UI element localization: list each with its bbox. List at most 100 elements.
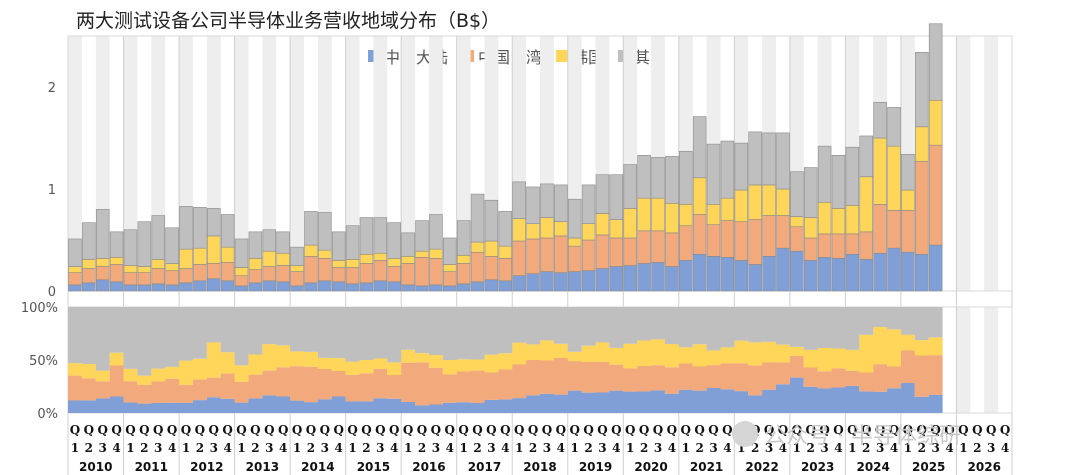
quarter-label-number: 4 bbox=[890, 441, 898, 455]
quarter-label-letter: Q bbox=[403, 423, 413, 437]
bar-segment bbox=[359, 253, 374, 264]
quarter-label-number: 1 bbox=[126, 441, 134, 455]
quarter-label-number: 3 bbox=[432, 441, 440, 455]
bar-segment bbox=[595, 268, 610, 292]
band-bottom bbox=[956, 307, 971, 413]
bar-segment bbox=[526, 223, 540, 240]
bar-segment bbox=[151, 215, 165, 260]
bar-segment bbox=[82, 268, 96, 284]
bar-segment bbox=[512, 275, 526, 292]
quarter-label-number: 2 bbox=[751, 441, 759, 455]
bar-segment bbox=[901, 210, 915, 253]
quarter-label-letter: Q bbox=[861, 423, 871, 437]
band-top bbox=[956, 36, 971, 291]
quarter-label-letter: Q bbox=[875, 423, 885, 437]
bar-segment bbox=[304, 211, 318, 246]
bar-segment bbox=[526, 273, 540, 292]
year-label: 2015 bbox=[357, 460, 390, 474]
watermark: 公众号 · 半导体综研 bbox=[732, 418, 961, 450]
year-label: 2011 bbox=[135, 460, 168, 474]
bar-segment bbox=[415, 285, 429, 292]
quarter-label-number: 1 bbox=[237, 441, 245, 455]
bar-segment bbox=[887, 247, 901, 292]
bar-segment bbox=[304, 256, 318, 284]
bar-segment bbox=[762, 184, 776, 216]
quarter-label-letter: Q bbox=[500, 423, 510, 437]
quarter-label-number: 3 bbox=[487, 441, 495, 455]
bar-segment bbox=[873, 252, 887, 292]
quarter-label-number: 3 bbox=[321, 441, 329, 455]
quarter-label-letter: Q bbox=[847, 423, 857, 437]
quarter-label-letter: Q bbox=[111, 423, 121, 437]
quarter-label-number: 3 bbox=[709, 441, 717, 455]
year-label: 2023 bbox=[801, 460, 834, 474]
quarter-label-letter: Q bbox=[278, 423, 288, 437]
quarter-label-letter: Q bbox=[944, 423, 954, 437]
y-tick-label-bottom: 0% bbox=[37, 407, 58, 422]
bar-segment bbox=[331, 267, 346, 283]
bar-segment bbox=[817, 145, 832, 203]
year-label: 2012 bbox=[190, 460, 223, 474]
quarter-label-letter: Q bbox=[833, 423, 843, 437]
quarter-label-number: 4 bbox=[168, 441, 176, 455]
quarter-label-number: 1 bbox=[71, 441, 79, 455]
quarter-label-letter: Q bbox=[722, 423, 732, 437]
bar-segment bbox=[540, 271, 554, 292]
bar-segment bbox=[817, 257, 832, 292]
bar-segment bbox=[859, 135, 873, 178]
bar-segment bbox=[387, 258, 401, 267]
quarter-label-letter: Q bbox=[445, 423, 455, 437]
bar-segment bbox=[331, 260, 346, 268]
bar-segment bbox=[470, 251, 485, 283]
quarter-label-letter: Q bbox=[125, 423, 135, 437]
quarter-label-letter: Q bbox=[153, 423, 163, 437]
quarter-label-letter: Q bbox=[375, 423, 385, 437]
quarter-label-letter: Q bbox=[209, 423, 219, 437]
quarter-label-number: 3 bbox=[654, 441, 662, 455]
bar-segment bbox=[207, 263, 221, 280]
bar-segment bbox=[720, 197, 735, 221]
bar-segment bbox=[665, 232, 679, 267]
bar-segment bbox=[179, 268, 193, 284]
bar-segment bbox=[679, 260, 693, 292]
bar-segment bbox=[234, 275, 249, 287]
bar-segment bbox=[276, 231, 290, 254]
quarter-label-number: 2 bbox=[584, 441, 592, 455]
bar-segment bbox=[415, 220, 429, 252]
bar-segment bbox=[567, 237, 582, 247]
bar-segment bbox=[651, 230, 665, 263]
bar-segment bbox=[401, 232, 415, 257]
bar-segment bbox=[193, 247, 207, 265]
bar-segment bbox=[554, 184, 568, 222]
bar-segment bbox=[345, 259, 360, 268]
quarter-label-letter: Q bbox=[292, 423, 302, 437]
bar-segment bbox=[165, 270, 179, 286]
bar-segment bbox=[82, 259, 96, 269]
bar-segment bbox=[373, 260, 388, 282]
bar-segment bbox=[817, 233, 832, 258]
quarter-label-number: 4 bbox=[446, 441, 454, 455]
bar-segment bbox=[720, 140, 735, 199]
bar-segment bbox=[220, 214, 235, 248]
quarter-label-number: 4 bbox=[945, 441, 953, 455]
bar-segment bbox=[137, 272, 152, 286]
bar-segment bbox=[82, 222, 96, 260]
bar-segment bbox=[540, 237, 554, 272]
bar-segment bbox=[609, 219, 624, 239]
bar-segment bbox=[234, 238, 249, 268]
quarter-label-number: 1 bbox=[515, 441, 523, 455]
quarter-label-number: 3 bbox=[820, 441, 828, 455]
quarter-label-letter: Q bbox=[222, 423, 232, 437]
bar-segment bbox=[318, 258, 332, 282]
bar-segment bbox=[276, 252, 290, 266]
bar-segment bbox=[859, 231, 873, 260]
bar-segment bbox=[262, 229, 277, 252]
quarter-label-letter: Q bbox=[84, 423, 94, 437]
bar-segment bbox=[901, 154, 915, 191]
bar-segment bbox=[179, 248, 193, 269]
bar-segment bbox=[123, 272, 138, 286]
quarter-label-number: 2 bbox=[418, 441, 426, 455]
bar-segment bbox=[581, 239, 596, 271]
bar-segment bbox=[262, 250, 277, 267]
bar-segment bbox=[651, 157, 665, 199]
